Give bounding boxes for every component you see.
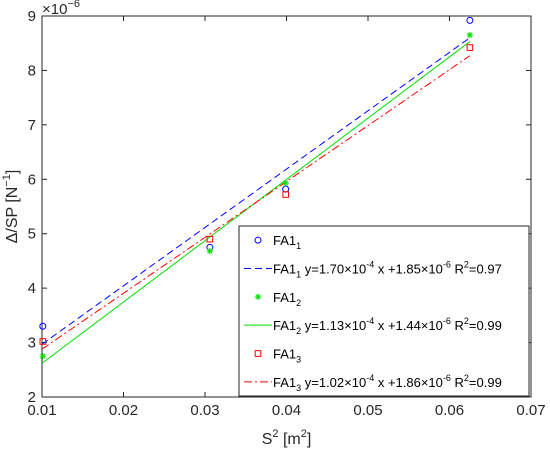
legend-fit-label-2: FA12 y=1.13×10-4 x +1.44×10-6 R2=0.99 bbox=[273, 316, 502, 336]
legend-fit-part: 1 bbox=[296, 270, 301, 280]
data-point-2-1 bbox=[39, 352, 47, 360]
legend-series-label-2: FA12 bbox=[273, 290, 301, 308]
data-point-2-2 bbox=[206, 247, 214, 255]
legend-fit-part: FA1 bbox=[273, 318, 296, 333]
legend-name: FA1 bbox=[273, 290, 296, 305]
legend-fit-part: -4 bbox=[366, 373, 374, 383]
legend-name-sub: 1 bbox=[296, 241, 301, 251]
legend-series-label-1: FA11 bbox=[273, 233, 301, 251]
x-tick-label: 0.02 bbox=[109, 402, 138, 419]
x-tick-label: 0.01 bbox=[27, 402, 56, 419]
x-tick-label: 0.03 bbox=[190, 402, 219, 419]
legend-fit-part: 3 bbox=[296, 383, 301, 393]
legend-name: FA1 bbox=[273, 233, 296, 248]
y-tick-label: 9 bbox=[28, 8, 36, 25]
x-tick-label: 0.05 bbox=[353, 402, 382, 419]
star-stroke bbox=[207, 248, 213, 254]
legend-fit-part: y=1.02×10 bbox=[301, 375, 366, 390]
star-stroke bbox=[40, 353, 46, 359]
legend-fit-part: -4 bbox=[366, 316, 374, 326]
legend-fit-part: =0.99 bbox=[469, 318, 502, 333]
y-tick-label: 3 bbox=[28, 335, 36, 352]
data-point-1-4 bbox=[466, 16, 474, 24]
legend-name-sub: 3 bbox=[296, 355, 301, 365]
fit-lines bbox=[41, 37, 471, 364]
x-axis-title: S2 [m2] bbox=[262, 428, 312, 448]
data-point-3-3 bbox=[282, 191, 289, 198]
legend-fit-part: x +1.44×10 bbox=[374, 318, 443, 333]
data-point-2-4 bbox=[466, 31, 474, 39]
legend-fit-part: 2 bbox=[296, 326, 301, 336]
legend-box bbox=[238, 225, 530, 397]
data-point-3-2 bbox=[206, 235, 214, 243]
legend-fit-part: FA1 bbox=[273, 262, 296, 277]
legend-fit-label-1: FA11 y=1.70×10-4 x +1.85×10-6 R2=0.97 bbox=[273, 260, 502, 280]
x-tick-label: 0.07 bbox=[516, 402, 545, 419]
legend-name: FA1 bbox=[273, 347, 296, 362]
legend-fit-part: -6 bbox=[443, 260, 451, 270]
legend-fit-part: -6 bbox=[443, 373, 451, 383]
legend-series-label-3: FA13 bbox=[273, 347, 301, 365]
legend-fit-part: 2 bbox=[464, 373, 469, 383]
legend-marker-2 bbox=[254, 293, 262, 301]
legend-fit-part: 2 bbox=[464, 260, 469, 270]
data-point-1-1 bbox=[39, 322, 47, 330]
data-markers bbox=[39, 16, 474, 360]
y-tick-label: 7 bbox=[28, 117, 36, 134]
fit-line-3 bbox=[41, 55, 471, 350]
legend-fit-part: x +1.85×10 bbox=[374, 262, 443, 277]
legend-marker-1 bbox=[254, 236, 262, 244]
legend-fit-part: -6 bbox=[443, 316, 451, 326]
y-axis-title: Δ/SP [N−1] bbox=[1, 170, 21, 244]
legend-name-sub: 2 bbox=[296, 298, 301, 308]
data-point-2-3 bbox=[282, 179, 289, 187]
legend-fit-part: y=1.13×10 bbox=[301, 318, 366, 333]
y-tick-label: 6 bbox=[28, 171, 36, 188]
legend-fit-part: R bbox=[451, 262, 464, 277]
y-tick-label: 8 bbox=[28, 62, 36, 79]
legend-fit-part: -4 bbox=[366, 260, 374, 270]
legend-fit-part: x +1.86×10 bbox=[374, 375, 443, 390]
legend-fit-part: FA1 bbox=[273, 375, 296, 390]
legend-marker-3 bbox=[254, 350, 262, 357]
legend-fit-part: =0.97 bbox=[469, 262, 502, 277]
star-stroke bbox=[467, 32, 473, 38]
legend-fit-part: R bbox=[451, 318, 464, 333]
legend-fit-part: R bbox=[451, 375, 464, 390]
legend-fit-part: =0.99 bbox=[469, 375, 502, 390]
data-point-3-4 bbox=[466, 44, 474, 51]
y-tick-label: 5 bbox=[28, 226, 36, 243]
x-tick-label: 0.04 bbox=[272, 402, 301, 419]
legend-fit-label-3: FA13 y=1.02×10-4 x +1.86×10-6 R2=0.99 bbox=[273, 373, 502, 393]
legend-fit-part: y=1.70×10 bbox=[301, 262, 366, 277]
data-point-3-1 bbox=[39, 338, 47, 345]
y-tick-label: 2 bbox=[28, 389, 36, 406]
legend-fit-part: 2 bbox=[464, 316, 469, 326]
x-tick-label: 0.06 bbox=[435, 402, 464, 419]
y-tick-label: 4 bbox=[28, 280, 36, 297]
star-stroke bbox=[255, 294, 261, 300]
star-stroke bbox=[283, 180, 289, 186]
y-axis-exponent: ×10−6 bbox=[42, 0, 80, 18]
